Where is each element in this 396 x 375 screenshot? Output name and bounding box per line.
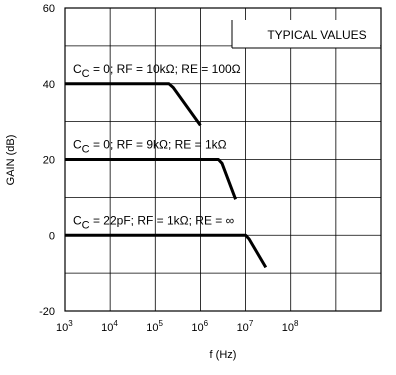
x-axis-label: f (Hz) [210,349,237,361]
x-tick-label: 104 [101,319,118,334]
legend-box-text: TYPICAL VALUES [267,28,366,42]
series-label-1: CC = 0; RF = 10kΩ; RE = 100Ω [73,62,241,80]
series-layer [65,82,268,269]
series-line-3 [65,233,268,269]
series-line-1 [65,82,202,127]
series-label-2: CC = 0; RF = 9kΩ; RE = 1kΩ [73,138,227,156]
series-labels: CC = 0; RF = 10kΩ; RE = 100Ω CC = 0; RF =… [73,62,241,232]
x-axis-ticks: 103 104 105 106 107 108 [56,319,299,334]
series-line-2 [65,158,238,200]
y-tick-label: 0 [49,230,55,242]
y-tick-label: 20 [43,155,55,167]
y-tick-label: 60 [43,3,55,15]
y-tick-label: 40 [43,79,55,91]
x-tick-label: 105 [146,319,163,334]
legend-box: TYPICAL VALUES [231,20,381,49]
x-tick-label: 103 [56,319,73,334]
y-tick-label: -20 [39,306,55,318]
y-axis-ticks: 60 40 20 0 -20 [39,3,55,318]
x-tick-label: 106 [191,319,208,334]
y-axis-label: GAIN (dB) [5,135,17,186]
series-label-3: CC = 22pF; RF = 1kΩ; RE = ∞ [73,213,234,231]
x-tick-label: 107 [237,319,254,334]
x-tick-label: 108 [282,319,299,334]
